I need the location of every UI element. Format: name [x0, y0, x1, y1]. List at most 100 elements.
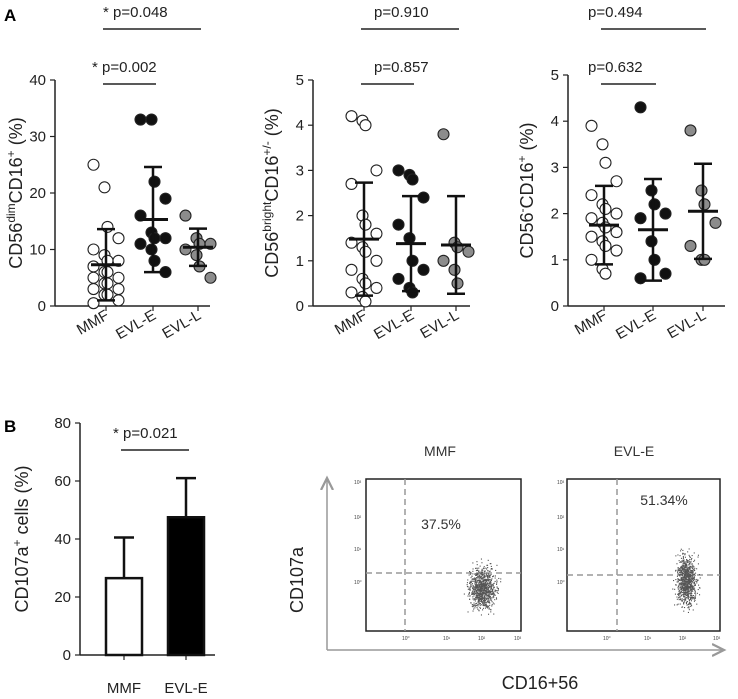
- event-dot: [469, 589, 471, 591]
- data-point: [392, 272, 405, 285]
- event-dot: [693, 588, 695, 590]
- event-dot: [474, 583, 476, 585]
- event-dot: [689, 602, 691, 604]
- event-dot: [488, 602, 490, 604]
- event-dot: [483, 577, 485, 579]
- data-point: [370, 281, 383, 294]
- event-dot: [687, 586, 689, 588]
- event-dot: [486, 597, 488, 599]
- event-dot: [487, 596, 489, 598]
- event-dot: [676, 563, 678, 565]
- event-dot: [471, 605, 473, 607]
- event-dot: [481, 590, 483, 592]
- data-point: [345, 177, 358, 191]
- event-dot: [485, 584, 487, 586]
- category-label: EVL-L: [664, 307, 709, 343]
- data-point: [451, 241, 464, 254]
- event-dot: [691, 570, 693, 572]
- event-dot: [681, 589, 683, 591]
- event-dot: [688, 585, 690, 587]
- event-dot: [686, 578, 688, 580]
- event-dot: [493, 586, 495, 588]
- event-dot: [485, 584, 487, 586]
- event-dot: [681, 579, 683, 581]
- event-dot: [469, 582, 471, 584]
- event-dot: [689, 586, 691, 588]
- event-dot: [482, 583, 484, 585]
- y-tick-label: 80: [54, 415, 71, 432]
- event-dot: [678, 573, 680, 575]
- event-dot: [692, 595, 694, 597]
- event-dot: [476, 567, 478, 569]
- event-dot: [683, 603, 685, 605]
- data-point: [359, 277, 372, 290]
- data-point: [392, 164, 405, 177]
- event-dot: [475, 578, 477, 580]
- event-dot: [474, 604, 476, 606]
- event-dot: [691, 580, 693, 582]
- event-dot: [690, 598, 692, 600]
- data-point: [648, 198, 661, 211]
- y-tick-label: 30: [29, 129, 46, 146]
- event-dot: [680, 576, 682, 578]
- event-dot: [674, 593, 676, 595]
- event-dot: [680, 586, 682, 588]
- event-dot: [477, 597, 479, 599]
- event-dot: [683, 584, 685, 586]
- data-point: [462, 245, 475, 258]
- event-dot: [680, 571, 682, 573]
- event-dot: [687, 576, 689, 578]
- event-dot: [496, 583, 498, 585]
- event-dot: [487, 577, 489, 579]
- event-dot: [480, 590, 482, 592]
- event-dot: [493, 595, 495, 597]
- event-dot: [478, 585, 480, 587]
- event-dot: [480, 589, 482, 591]
- event-dot: [479, 574, 481, 576]
- event-dot: [468, 593, 470, 595]
- event-dot: [682, 594, 684, 596]
- event-dot: [490, 574, 492, 576]
- event-dot: [682, 588, 684, 590]
- data-point: [345, 263, 358, 276]
- event-dot: [694, 576, 696, 578]
- event-dot: [485, 595, 487, 597]
- event-dot: [482, 607, 484, 609]
- event-dot: [687, 587, 689, 589]
- event-dot: [493, 603, 495, 605]
- event-dot: [484, 601, 486, 603]
- event-dot: [682, 549, 684, 551]
- event-dot: [683, 577, 685, 579]
- event-dot: [680, 599, 682, 601]
- event-dot: [690, 575, 692, 577]
- y-tick-label: 5: [296, 72, 304, 89]
- event-dot: [482, 589, 484, 591]
- event-dot: [687, 581, 689, 583]
- event-dot: [483, 574, 485, 576]
- event-dot: [497, 589, 499, 591]
- event-dot: [467, 611, 469, 613]
- event-dot: [687, 588, 689, 590]
- event-dot: [468, 574, 470, 576]
- event-dot: [682, 579, 684, 581]
- event-dot: [484, 599, 486, 601]
- event-dot: [486, 589, 488, 591]
- event-dot: [690, 599, 692, 601]
- event-dot: [672, 588, 674, 590]
- event-dot: [686, 582, 688, 584]
- event-dot: [472, 592, 474, 594]
- event-dot: [494, 591, 496, 593]
- event-dot: [467, 588, 469, 590]
- data-point: [359, 245, 372, 258]
- event-dot: [681, 571, 683, 573]
- event-dot: [477, 591, 479, 593]
- event-dot: [683, 565, 685, 567]
- event-dot: [482, 577, 484, 579]
- event-dot: [682, 566, 684, 568]
- event-dot: [679, 569, 681, 571]
- event-dot: [675, 584, 677, 586]
- event-dot: [684, 593, 686, 595]
- event-dot: [474, 600, 476, 602]
- panel-label-b: B: [4, 417, 16, 436]
- event-dot: [685, 574, 687, 576]
